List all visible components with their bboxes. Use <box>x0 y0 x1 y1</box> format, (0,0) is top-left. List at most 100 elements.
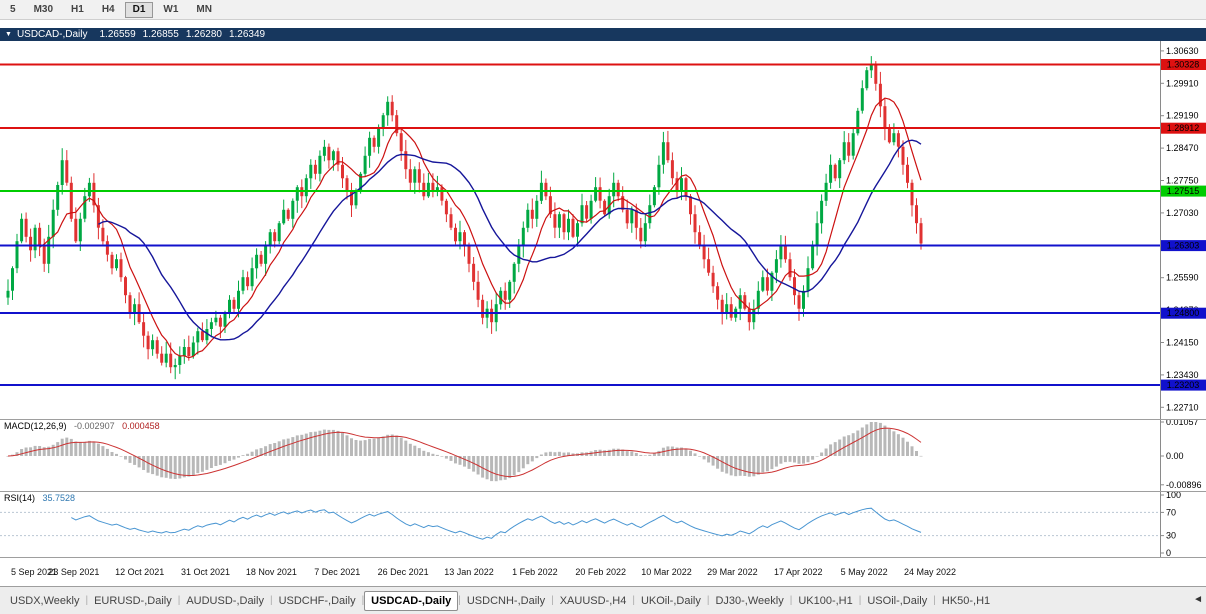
chart-tab-usdcnh-daily[interactable]: USDCNH-,Daily <box>466 594 546 607</box>
macd-value-main: -0.002907 <box>74 421 115 431</box>
chart-tab-uk100-h1[interactable]: UK100-,H1 <box>798 594 853 607</box>
time-axis-label: 12 Oct 2021 <box>115 567 165 577</box>
price-tick-label: 1.28470 <box>1166 143 1199 153</box>
macd-label: MACD(12,26,9) -0.002907 0.000458 <box>4 421 160 431</box>
quote-close: 1.26349 <box>228 29 266 40</box>
timeframe-toolbar: 5 M30 H1 H4 D1 W1 MN <box>0 0 1206 20</box>
chart-titlebar: ▼ USDCAD-,Daily 1.26559 1.26855 1.26280 … <box>0 28 1206 41</box>
timeframe-button-d1[interactable]: D1 <box>124 1 154 18</box>
chart-tab-usdx-weekly[interactable]: USDX,Weekly <box>10 594 80 607</box>
ma-slow-line <box>98 139 922 341</box>
time-axis-label: 5 Sep 2021 <box>10 567 58 577</box>
rsi-panel[interactable]: 100 70 30 0 <box>0 492 1206 557</box>
price-level-badge-label: 1.23203 <box>1167 380 1200 390</box>
price-level-badge-label: 1.30328 <box>1167 60 1200 70</box>
macd-signal-line <box>7 427 922 478</box>
chart-tab-hk50-h1[interactable]: HK50-,H1 <box>941 594 991 607</box>
time-axis-label: 1 Feb 2022 <box>512 567 558 577</box>
chart-tab-bar: USDX,Weekly | EURUSD-,Daily | AUDUSD-,Daily |… <box>0 586 1206 614</box>
price-level-badge <box>1161 307 1206 319</box>
chart-tab-ukoil-daily[interactable]: UKOil-,Daily <box>640 594 701 607</box>
quote-high: 1.26855 <box>142 29 179 40</box>
timeframe-button-h4[interactable]: H4 <box>94 2 123 18</box>
time-axis-label: 31 Oct 2021 <box>181 567 231 577</box>
price-tick-label: 1.30630 <box>1166 46 1199 56</box>
panel-separator[interactable] <box>0 419 1206 420</box>
macd-name: MACD(12,26,9) <box>4 421 67 431</box>
rsi-line <box>71 507 922 540</box>
price-tick-label: 1.25590 <box>1166 273 1199 283</box>
rsi-tick-label: 100 <box>1166 492 1181 500</box>
rsi-label: RSI(14) 35.7528 <box>4 493 75 503</box>
timeframe-button-h1[interactable]: H1 <box>63 2 92 18</box>
price-level-badge-label: 1.27515 <box>1167 186 1200 196</box>
price-level-badge <box>1161 379 1206 391</box>
candlestick-chart[interactable]: 1.30630 1.29910 1.29190 1.28470 1.27750 1.270… <box>0 41 1206 419</box>
price-level-badge <box>1161 185 1206 197</box>
tab-separator: | <box>551 595 554 606</box>
time-axis-label: 23 Sep 2021 <box>48 567 100 577</box>
price-tick-label: 1.24150 <box>1166 338 1199 348</box>
price-level-badge-label: 1.26303 <box>1167 241 1200 251</box>
timeframe-button-5[interactable]: 5 <box>2 2 24 18</box>
price-tick-label: 1.29190 <box>1166 111 1199 121</box>
time-axis-label: 26 Dec 2021 <box>377 567 429 577</box>
chart-tab-usdcad-daily[interactable]: USDCAD-,Daily <box>364 590 459 611</box>
ma-fast-line <box>39 97 922 359</box>
chart-symbol-label: USDCAD-,Daily <box>16 29 88 40</box>
price-level-badge <box>1161 240 1206 252</box>
timeframe-button-mn[interactable]: MN <box>188 2 220 18</box>
tab-separator: | <box>177 595 181 606</box>
time-axis-label: 13 Jan 2022 <box>444 567 494 577</box>
tab-separator: | <box>858 595 862 606</box>
price-tick-label: 1.29910 <box>1166 78 1199 88</box>
tab-separator: | <box>458 595 461 606</box>
chart-tab-eurusd-daily[interactable]: EURUSD-,Daily <box>94 594 172 607</box>
price-level-badge <box>1161 59 1206 70</box>
time-axis-label: 20 Feb 2022 <box>575 567 626 577</box>
macd-tick-label: 0.00 <box>1166 451 1184 461</box>
price-level-badge-label: 1.28912 <box>1167 123 1200 133</box>
macd-tick-label: 0.01057 <box>1166 420 1199 427</box>
macd-value-signal: 0.000458 <box>122 421 160 431</box>
time-axis-label: 24 May 2022 <box>903 567 956 577</box>
tab-separator: | <box>789 595 793 606</box>
tab-separator: | <box>933 595 936 606</box>
chart-tab-usdchf-daily[interactable]: USDCHF-,Daily <box>278 594 356 607</box>
macd-panel[interactable]: 0.01057 0.00 -0.00896 <box>0 420 1206 491</box>
tab-separator: | <box>361 595 365 606</box>
tab-scroll-left-button[interactable]: ◄ <box>1193 594 1203 605</box>
price-tick-label: 1.22710 <box>1166 402 1199 412</box>
timeframe-button-m30[interactable]: M30 <box>26 2 61 18</box>
price-level-badge <box>1161 122 1206 134</box>
time-axis-label: 5 May 2022 <box>840 567 888 577</box>
chart-menu-icon[interactable]: ▼ <box>5 31 12 38</box>
timeframe-button-w1[interactable]: W1 <box>155 2 186 18</box>
rsi-tick-label: 70 <box>1166 507 1176 517</box>
panel-separator[interactable] <box>0 491 1206 492</box>
price-level-badge-label: 1.24800 <box>1167 308 1200 318</box>
time-axis-label: 17 Apr 2022 <box>774 567 823 577</box>
quote-low: 1.26280 <box>185 29 222 40</box>
price-tick-label: 1.27750 <box>1166 176 1199 186</box>
chart-tab-usoil-daily[interactable]: USOil-,Daily <box>867 594 928 607</box>
time-axis-label: 18 Nov 2021 <box>245 567 297 577</box>
tab-separator: | <box>706 595 710 606</box>
chart-tab-dj30-weekly[interactable]: DJ30-,Weekly <box>715 594 784 607</box>
rsi-tick-label: 30 <box>1166 531 1176 541</box>
macd-tick-label: -0.00896 <box>1166 480 1202 490</box>
chart-tab-audusd-daily[interactable]: AUDUSD-,Daily <box>186 594 264 607</box>
price-tick-label: 1.27030 <box>1166 208 1199 218</box>
rsi-name: RSI(14) <box>4 493 36 503</box>
rsi-value: 35.7528 <box>42 493 76 503</box>
candles <box>6 56 923 380</box>
time-axis-label: 10 Mar 2022 <box>641 567 692 577</box>
chart-tab-xauusd-h4[interactable]: XAUUSD-,H4 <box>559 594 627 607</box>
tab-separator: | <box>632 595 635 606</box>
time-axis-label: 7 Dec 2021 <box>314 567 361 577</box>
rsi-tick-label: 0 <box>1166 548 1171 557</box>
time-axis: 5 Sep 2021 23 Sep 2021 12 Oct 2021 31 Oct 2… <box>0 557 1206 586</box>
tab-separator: | <box>85 595 89 606</box>
price-tick-label: 1.23430 <box>1166 370 1199 380</box>
